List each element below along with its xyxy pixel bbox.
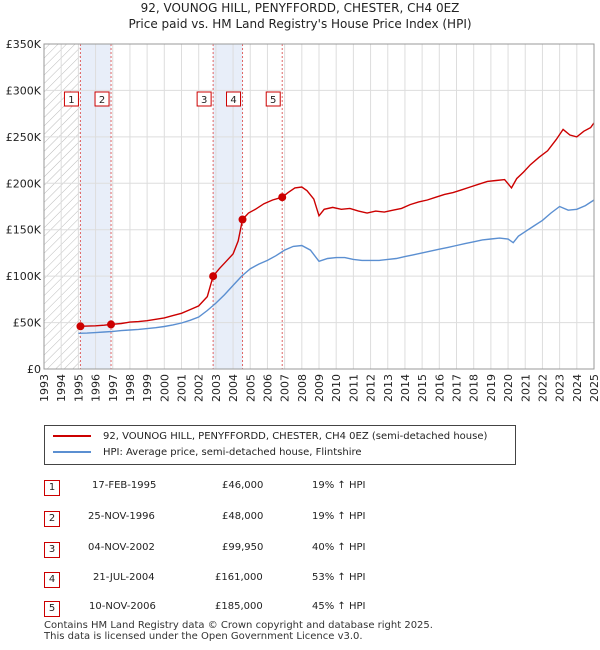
sale-hpi-change: 19% ↑ HPI xyxy=(312,511,366,522)
chart-title-line2: Price paid vs. HM Land Registry's House … xyxy=(128,17,472,31)
x-tick-label: 2024 xyxy=(571,374,584,402)
x-tick-label: 2006 xyxy=(261,374,274,402)
sale-number-badge: 4 xyxy=(44,572,60,588)
x-tick-label: 2000 xyxy=(158,374,171,402)
sale-date: 04-NOV-2002 xyxy=(88,542,155,553)
x-tick-label: 1998 xyxy=(124,374,137,402)
sale-price: £161,000 xyxy=(215,572,263,583)
x-tick-label: 2011 xyxy=(347,374,360,402)
x-tick-label: 2010 xyxy=(330,374,343,402)
sale-label-text: 4 xyxy=(230,95,236,106)
legend-swatch-hpi xyxy=(53,451,91,453)
legend-swatch-property xyxy=(53,435,91,437)
y-tick-label: £0 xyxy=(27,363,41,376)
y-tick-label: £250K xyxy=(6,131,42,144)
x-tick-label: 2012 xyxy=(365,374,378,402)
x-tick-label: 1997 xyxy=(107,374,120,402)
sale-label-text: 5 xyxy=(270,95,276,106)
x-tick-label: 2021 xyxy=(519,374,532,402)
sale-number-badge: 3 xyxy=(44,542,60,558)
sale-hpi-change: 40% ↑ HPI xyxy=(312,542,366,553)
x-tick-label: 2019 xyxy=(485,374,498,402)
sale-price: £48,000 xyxy=(222,511,264,522)
x-tick-label: 1996 xyxy=(90,374,103,402)
sale-label-box xyxy=(63,91,79,107)
sale-row: 5 10-NOV-2006 £185,000 45% ↑ HPI xyxy=(0,597,600,617)
sale-date: 10-NOV-2006 xyxy=(89,601,156,612)
price-chart: 1 2 3 4 5 £0 £50K £100K £150K £200K £250K £300K £350… xyxy=(6,38,600,402)
x-tick-label: 2009 xyxy=(313,374,326,402)
y-tick-label: £200K xyxy=(6,177,42,190)
sale-number-badge: 1 xyxy=(44,480,60,496)
sale-number-badge: 5 xyxy=(44,601,60,617)
x-tick-label: 2008 xyxy=(296,374,309,402)
sale-label-box xyxy=(265,91,281,107)
x-tick-label: 2001 xyxy=(176,374,189,402)
x-tick-label: 2014 xyxy=(399,374,412,402)
licence-notice: This data is licensed under the Open Gov… xyxy=(44,631,363,642)
sale-price: £46,000 xyxy=(222,480,264,491)
sale-label-box xyxy=(94,91,110,107)
x-tick-label: 2016 xyxy=(433,374,446,402)
footer: Contains HM Land Registry data © Crown c… xyxy=(44,620,433,642)
x-tick-label: 1994 xyxy=(55,374,68,402)
sale-label-text: 1 xyxy=(68,95,74,106)
sale-price: £185,000 xyxy=(215,601,263,612)
sale-row: 3 04-NOV-2002 £99,950 40% ↑ HPI xyxy=(0,538,600,558)
sale-label-text: 3 xyxy=(201,95,207,106)
plot-border xyxy=(43,43,595,370)
sale-row: 1 17-FEB-1995 £46,000 19% ↑ HPI xyxy=(0,476,600,496)
sale-label-text: 2 xyxy=(99,95,105,106)
copyright-notice: Contains HM Land Registry data © Crown c… xyxy=(44,620,433,631)
sale-hpi-change: 19% ↑ HPI xyxy=(312,480,366,491)
hpi-series-line xyxy=(78,199,595,334)
sale-label-box xyxy=(196,91,212,107)
x-tick-label: 2017 xyxy=(451,374,464,402)
y-tick-label: £350K xyxy=(6,38,42,51)
x-tick-label: 2020 xyxy=(502,374,515,402)
chart-title-line1: 92, VOUNOG HILL, PENYFFORDD, CHESTER, CH… xyxy=(140,1,460,15)
y-tick-label: £300K xyxy=(6,84,42,97)
x-tick-label: 2022 xyxy=(536,374,549,402)
sale-date: 25-NOV-1996 xyxy=(88,511,155,522)
x-tick-label: 2015 xyxy=(416,374,429,402)
x-tick-label: 1995 xyxy=(72,374,85,402)
sale-date: 17-FEB-1995 xyxy=(92,480,157,491)
x-tick-label: 2004 xyxy=(227,374,240,402)
sale-row: 2 25-NOV-1996 £48,000 19% ↑ HPI xyxy=(0,507,600,527)
legend-label-hpi: HPI: Average price, semi-detached house,… xyxy=(103,447,362,458)
sale-number-badge: 2 xyxy=(44,511,60,527)
sale-hpi-change: 53% ↑ HPI xyxy=(312,572,366,583)
sale-date: 21-JUL-2004 xyxy=(93,572,155,583)
x-tick-label: 2025 xyxy=(588,374,600,402)
sale-point xyxy=(76,322,85,331)
x-tick-label: 2005 xyxy=(244,374,257,402)
x-tick-label: 2002 xyxy=(193,374,206,402)
sale-point xyxy=(209,272,218,281)
sale-price: £99,950 xyxy=(222,542,264,553)
sale-row: 4 21-JUL-2004 £161,000 53% ↑ HPI xyxy=(0,568,600,588)
y-tick-label: £100K xyxy=(6,270,42,283)
x-tick-label: 2003 xyxy=(210,374,223,402)
y-tick-label: £150K xyxy=(6,224,42,237)
sale-point xyxy=(238,215,247,224)
x-tick-label: 2007 xyxy=(279,374,292,402)
x-tick-label: 1999 xyxy=(141,374,154,402)
sale-hpi-change: 45% ↑ HPI xyxy=(312,601,366,612)
sale-point xyxy=(278,193,287,202)
x-tick-label: 1993 xyxy=(38,374,51,402)
legend-label-property: 92, VOUNOG HILL, PENYFFORDD, CHESTER, CH… xyxy=(103,431,488,442)
legend: 92, VOUNOG HILL, PENYFFORDD, CHESTER, CH… xyxy=(44,425,516,465)
sale-label-box xyxy=(226,91,242,107)
x-tick-label: 2013 xyxy=(382,374,395,402)
property-series-line xyxy=(80,122,595,327)
legend-item-hpi: HPI: Average price, semi-detached house,… xyxy=(53,446,362,460)
y-tick-label: £50K xyxy=(13,317,42,330)
sale-point xyxy=(107,320,116,329)
legend-item-property: 92, VOUNOG HILL, PENYFFORDD, CHESTER, CH… xyxy=(53,430,487,444)
x-tick-label: 2023 xyxy=(554,374,567,402)
x-tick-label: 2018 xyxy=(468,374,481,402)
